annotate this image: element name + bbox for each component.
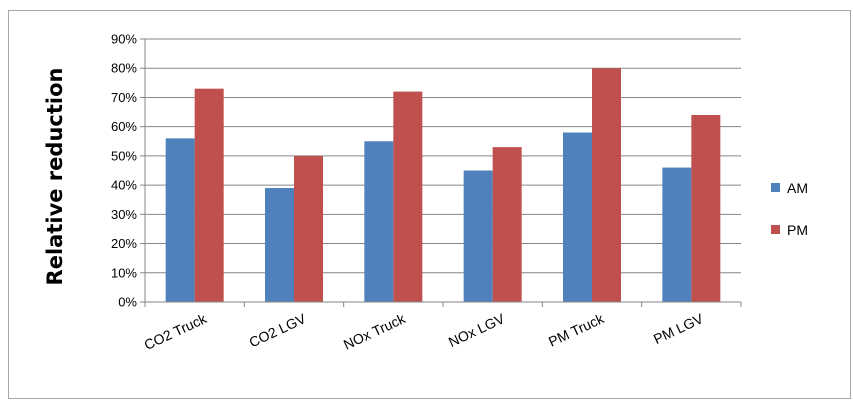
legend: AM PM <box>771 180 808 238</box>
bar-am-pm-lgv <box>662 167 692 302</box>
bar-pm-nox-lgv <box>492 147 522 302</box>
legend-label-am: AM <box>787 180 808 196</box>
y-axis-ticks: 0% 10% 20% 30% 40% 50% 60% 70% 80% 90% <box>111 32 145 310</box>
x-tick-label: CO2 LGV <box>246 310 308 350</box>
y-tick-label: 20% <box>111 236 137 251</box>
bar-am-nox-lgv <box>463 170 493 302</box>
x-tick-label: NOx LGV <box>446 310 508 350</box>
y-tick-label: 0% <box>118 295 137 310</box>
legend-swatch-pm <box>771 225 780 234</box>
y-tick-label: 60% <box>111 119 137 134</box>
x-tick-label: PM LGV <box>651 310 706 347</box>
bars <box>165 68 721 302</box>
bar-am-nox-truck <box>364 141 394 302</box>
y-tick-label: 10% <box>111 265 137 280</box>
bar-pm-pm-truck <box>592 68 621 302</box>
bar-pm-co2-truck <box>194 88 224 302</box>
bar-pm-nox-truck <box>393 91 423 302</box>
y-tick-label: 70% <box>111 90 137 105</box>
y-tick-label: 80% <box>111 61 137 76</box>
y-axis-label: Relative reduction <box>43 68 67 286</box>
x-tick-label: CO2 Truck <box>142 310 210 353</box>
axes <box>144 39 741 303</box>
y-tick-label: 30% <box>111 207 137 222</box>
x-axis-ticks: CO2 Truck CO2 LGV NOx Truck NOx LGV PM Truck… <box>142 302 742 353</box>
y-tick-label: 50% <box>111 148 137 163</box>
legend-label-pm: PM <box>787 222 808 238</box>
y-tick-label: 90% <box>111 32 137 47</box>
y-tick-label: 40% <box>111 178 137 193</box>
x-tick-label: NOx Truck <box>341 310 409 353</box>
bar-am-co2-truck <box>165 138 195 302</box>
legend-swatch-am <box>771 183 780 192</box>
bar-pm-pm-lgv <box>691 114 721 302</box>
bar-am-pm-truck <box>563 132 592 302</box>
bar-am-co2-lgv <box>265 188 294 302</box>
gridlines <box>145 38 741 274</box>
bar-pm-co2-lgv <box>294 155 323 302</box>
x-tick-label: PM Truck <box>546 310 607 350</box>
